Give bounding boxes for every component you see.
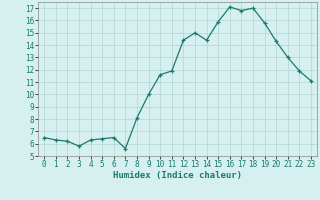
X-axis label: Humidex (Indice chaleur): Humidex (Indice chaleur) (113, 171, 242, 180)
